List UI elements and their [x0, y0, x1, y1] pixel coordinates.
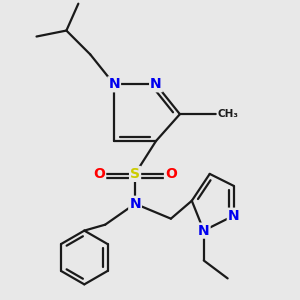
Text: S: S: [130, 167, 140, 181]
Text: N: N: [108, 77, 120, 91]
Text: O: O: [165, 167, 177, 181]
Text: N: N: [228, 209, 239, 223]
Text: N: N: [198, 224, 210, 238]
Text: CH₃: CH₃: [217, 109, 238, 119]
Text: O: O: [93, 167, 105, 181]
Text: N: N: [150, 77, 162, 91]
Text: N: N: [129, 197, 141, 211]
